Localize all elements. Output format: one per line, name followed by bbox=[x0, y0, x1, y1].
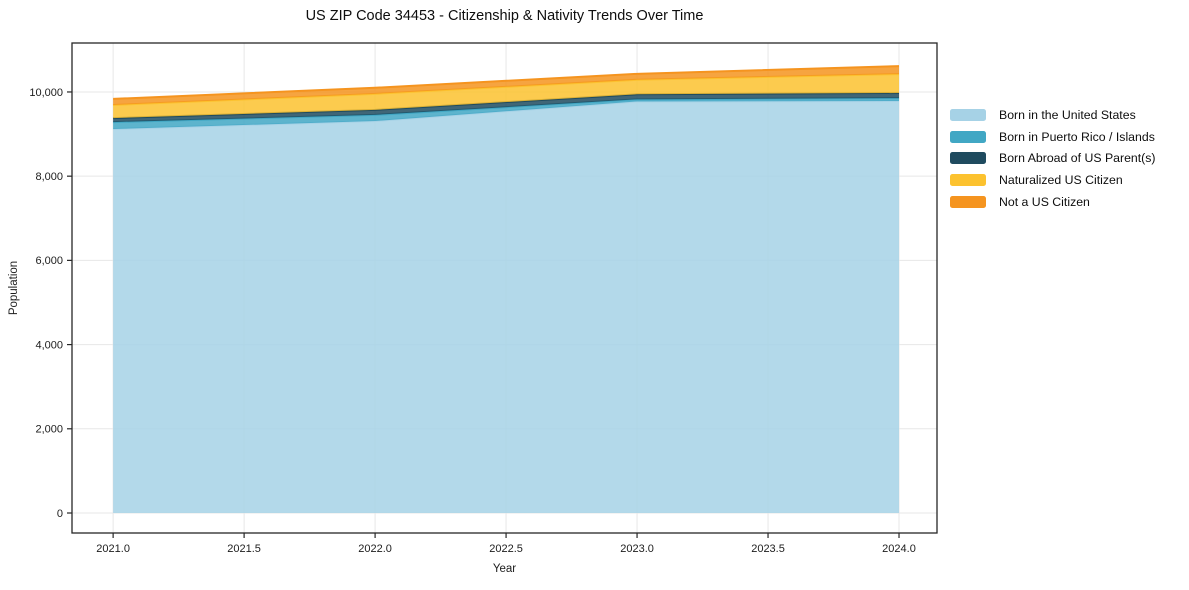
y-tick-label: 8,000 bbox=[35, 171, 63, 183]
x-tick-label: 2022.0 bbox=[358, 543, 392, 555]
y-axis-label: Population bbox=[8, 260, 20, 316]
x-tick-label: 2021.5 bbox=[227, 543, 261, 555]
legend-item-label: Naturalized US Citizen bbox=[999, 172, 1123, 187]
area-edge-not-a-us-citizen bbox=[113, 65, 900, 100]
y-tick-label: 4,000 bbox=[35, 339, 63, 351]
legend-swatch bbox=[950, 152, 986, 165]
chart-title: US ZIP Code 34453 - Citizenship & Nativi… bbox=[305, 8, 704, 24]
plot-border bbox=[71, 42, 938, 534]
legend-item: Born Abroad of US Parent(s) bbox=[950, 147, 1156, 169]
legend-item: Born in the United States bbox=[950, 104, 1156, 126]
x-tick-label: 2022.5 bbox=[489, 543, 523, 555]
y-tick-label: 2,000 bbox=[35, 424, 63, 436]
y-tick-label: 6,000 bbox=[35, 255, 63, 267]
legend-item: Born in Puerto Rico / Islands bbox=[950, 126, 1156, 148]
legend-swatch bbox=[950, 130, 986, 143]
legend-item-label: Born in the United States bbox=[999, 107, 1136, 122]
legend-swatch bbox=[950, 195, 986, 208]
area-not-a-us-citizen bbox=[113, 66, 900, 106]
x-tick-label: 2023.5 bbox=[751, 543, 785, 555]
area-naturalized-us-citizen bbox=[113, 74, 900, 119]
x-tick-label: 2024.0 bbox=[882, 543, 916, 555]
x-axis-label: Year bbox=[492, 563, 517, 575]
area-born-in-the-united-states bbox=[113, 101, 900, 514]
area-born-abroad-of-us-parent-s bbox=[113, 93, 900, 123]
area-born-in-puerto-rico-islands bbox=[113, 98, 900, 130]
legend-swatch bbox=[950, 173, 986, 186]
y-tick-label: 10,000 bbox=[29, 87, 63, 99]
legend-item-label: Born Abroad of US Parent(s) bbox=[999, 151, 1156, 166]
x-tick-label: 2023.0 bbox=[620, 543, 654, 555]
legend-swatch bbox=[950, 108, 986, 121]
y-tick-label: 0 bbox=[57, 508, 63, 520]
legend-item-label: Born in Puerto Rico / Islands bbox=[999, 129, 1155, 144]
x-tick-label: 2021.0 bbox=[96, 543, 130, 555]
legend-item: Not a US Citizen bbox=[950, 191, 1156, 213]
legend: Born in the United States Born in Puerto … bbox=[950, 104, 1156, 212]
legend-item: Naturalized US Citizen bbox=[950, 169, 1156, 191]
legend-item-label: Not a US Citizen bbox=[999, 194, 1090, 209]
